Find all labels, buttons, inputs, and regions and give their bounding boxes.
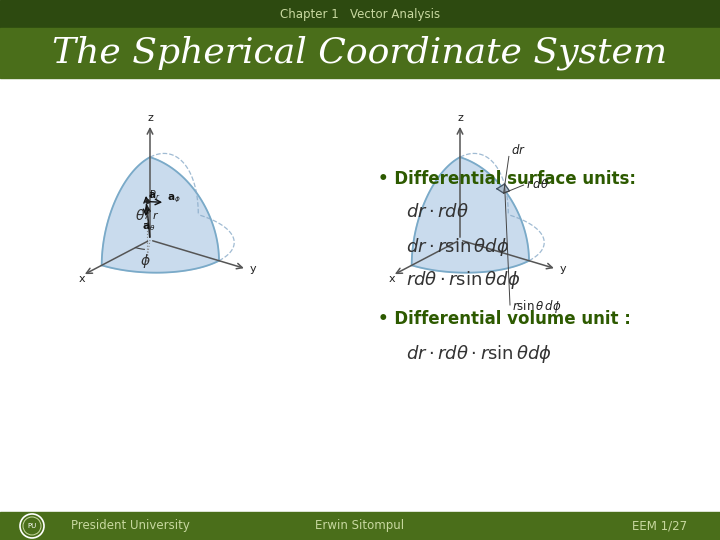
Text: EEM 1/27: EEM 1/27: [632, 519, 688, 532]
Text: x: x: [78, 274, 85, 285]
Text: r: r: [152, 211, 157, 221]
Polygon shape: [497, 184, 510, 193]
Text: President University: President University: [71, 519, 189, 532]
Text: $dr \cdot r\sin\theta d\phi$: $dr \cdot r\sin\theta d\phi$: [406, 236, 510, 258]
Bar: [0, 0, 720, 28]
Text: $\mathbf{a}_{\phi}$: $\mathbf{a}_{\phi}$: [167, 193, 181, 205]
Text: $\mathbf{a}_{\theta}$: $\mathbf{a}_{\theta}$: [142, 221, 155, 233]
Text: The Spherical Coordinate System: The Spherical Coordinate System: [53, 36, 667, 70]
Text: z: z: [147, 113, 153, 123]
Text: $r\sin\theta\,d\phi$: $r\sin\theta\,d\phi$: [512, 298, 562, 315]
Text: z: z: [457, 113, 463, 123]
Text: $r\,d\theta$: $r\,d\theta$: [526, 177, 549, 191]
Text: $dr$: $dr$: [511, 144, 526, 158]
Text: $\mathbf{a}_r$: $\mathbf{a}_r$: [148, 190, 161, 202]
Text: $dr \cdot rd\theta$: $dr \cdot rd\theta$: [406, 203, 469, 221]
Text: Erwin Sitompul: Erwin Sitompul: [315, 519, 405, 532]
Bar: [0, 28, 720, 78]
Text: y: y: [250, 264, 256, 274]
Text: • Differential surface units:: • Differential surface units:: [378, 170, 636, 188]
Text: Chapter 1   Vector Analysis: Chapter 1 Vector Analysis: [280, 8, 440, 21]
Text: • Differential volume unit :: • Differential volume unit :: [378, 310, 631, 328]
Bar: [0, 512, 720, 540]
Polygon shape: [412, 157, 529, 273]
Polygon shape: [102, 157, 219, 273]
Text: $rd\theta \cdot r\sin\theta d\phi$: $rd\theta \cdot r\sin\theta d\phi$: [406, 269, 521, 291]
Text: $\theta$: $\theta$: [135, 207, 145, 222]
Text: $dr \cdot rd\theta \cdot r\sin\theta d\phi$: $dr \cdot rd\theta \cdot r\sin\theta d\p…: [406, 343, 552, 365]
Text: x: x: [388, 274, 395, 285]
Text: P: P: [150, 191, 156, 200]
Text: PU: PU: [27, 523, 37, 529]
Text: y: y: [559, 264, 566, 274]
Text: $\phi$: $\phi$: [140, 252, 151, 271]
